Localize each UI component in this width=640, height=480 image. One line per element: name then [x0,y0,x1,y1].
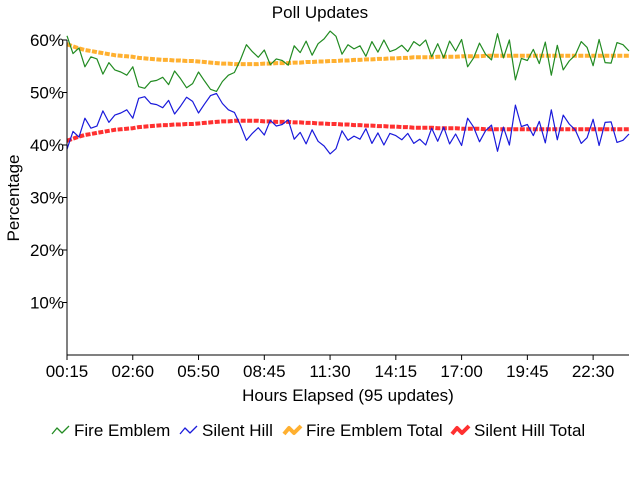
x-tick-label: 14:15 [375,362,418,381]
legend-label-silent-hill: Silent Hill [202,421,273,440]
legend: Fire Emblem Silent Hill Fire Emblem Total S… [51,421,585,440]
series-line-silent-hill [66,92,630,155]
x-tick-label: 08:45 [243,362,286,381]
legend-label-silent-hill-total: Silent Hill Total [474,421,585,440]
x-tick-label: 00:15 [46,362,89,381]
y-tick-label: 50% [30,84,64,103]
x-tick-label: 17:00 [440,362,483,381]
series-line-silent-hill-total [66,118,629,143]
x-tick-label: 05:50 [177,362,220,381]
y-axis-ticks: 10% 20% 30% 40% 50% 60% [30,31,67,313]
plot-series [66,30,630,155]
y-axis-label: Percentage [4,155,23,242]
x-axis-label: Hours Elapsed (95 updates) [242,386,454,405]
y-tick-label: 10% [30,294,64,313]
y-tick-label: 40% [30,136,64,155]
x-tick-label: 02:60 [111,362,154,381]
series-line-fire-emblem [66,30,630,93]
y-tick-label: 60% [30,31,64,50]
y-tick-label: 20% [30,241,64,260]
legend-swatch-fire-emblem-total [282,424,303,436]
legend-swatch-fire-emblem [51,425,70,435]
x-axis-ticks: 00:15 02:60 05:50 08:45 11:30 14:15 17:00 19:45… [46,355,615,381]
legend-swatch-silent-hill [179,425,198,435]
x-tick-label: 22:30 [572,362,615,381]
x-tick-label: 11:30 [309,362,350,381]
y-tick-label: 30% [30,189,64,208]
x-tick-label: 19:45 [506,362,549,381]
legend-swatch-silent-hill-total [450,424,471,436]
chart-title: Poll Updates [272,3,368,22]
legend-label-fire-emblem: Fire Emblem [74,421,170,440]
series-line-fire-emblem-total [66,42,629,67]
legend-label-fire-emblem-total: Fire Emblem Total [306,421,443,440]
